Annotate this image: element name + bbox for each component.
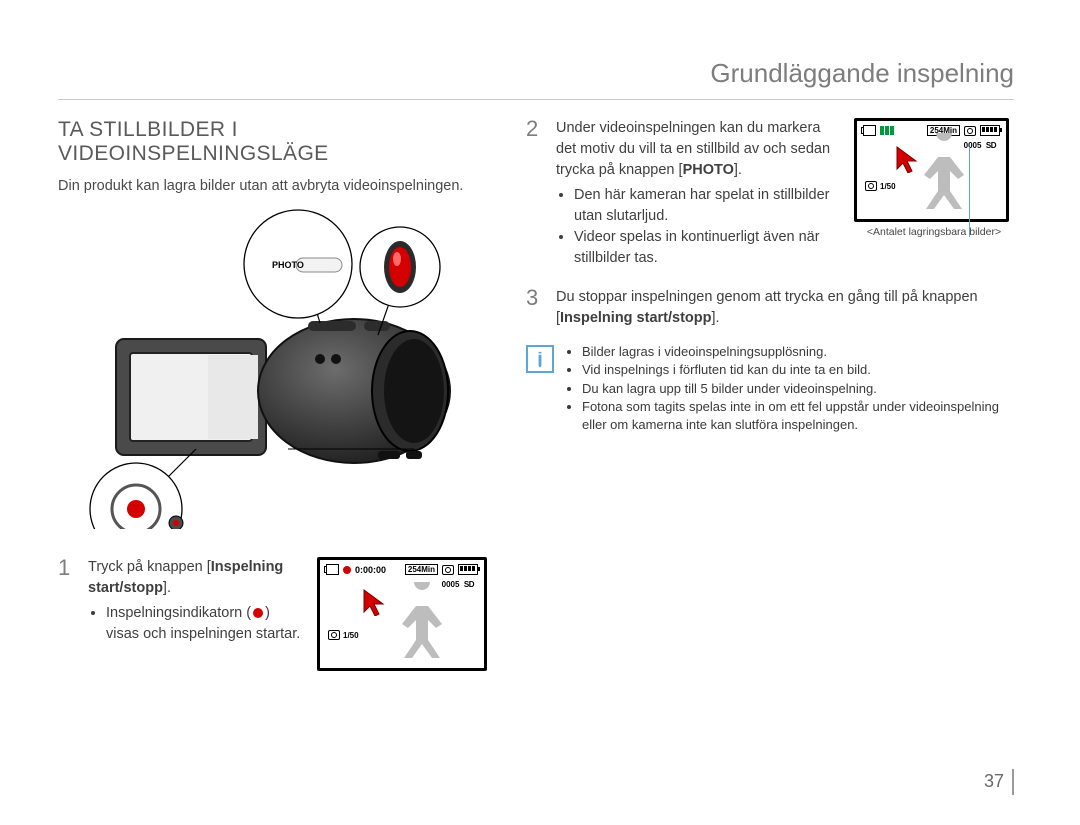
photo-callout: PHOTO bbox=[244, 210, 352, 323]
camera-illustration: PHOTO bbox=[58, 209, 498, 529]
lcd-preview-2: 254Min 0005 SD 1/50 bbox=[854, 118, 1014, 238]
cursor-icon bbox=[362, 588, 386, 616]
header-title: Grundläggande inspelning bbox=[710, 58, 1014, 88]
section-intro: Din produkt kan lagra bilder utan att av… bbox=[58, 176, 498, 197]
step1-text-a: Tryck på knappen [ bbox=[88, 559, 211, 575]
page-number: 37 bbox=[984, 771, 1004, 791]
step-number: 1 bbox=[58, 557, 78, 645]
lcd-ratio: 1/50 bbox=[880, 182, 896, 191]
record-dot-icon bbox=[253, 608, 263, 618]
page-number-region: 37 bbox=[984, 769, 1014, 795]
right-column: 2 Under videoinspelningen kan du markera… bbox=[526, 118, 1014, 671]
step2-bullet1: Den här kameran har spelat in stillbilde… bbox=[574, 185, 838, 227]
note-icon bbox=[526, 345, 554, 373]
header-rule bbox=[58, 99, 1014, 100]
sd-icon: SD bbox=[986, 141, 996, 150]
camcorder-icon bbox=[116, 319, 450, 463]
step-number: 2 bbox=[526, 118, 546, 269]
rec-dot-icon bbox=[343, 566, 351, 574]
callout-line bbox=[969, 147, 971, 237]
photo-label: PHOTO bbox=[272, 260, 304, 270]
lcd-preview-1: 0:00:00 254Min 0005 SD 1/50 bbox=[317, 557, 487, 671]
step-number: 3 bbox=[526, 287, 546, 329]
battery-icon bbox=[458, 564, 478, 575]
play-bars-icon bbox=[880, 126, 894, 135]
step-2: 2 Under videoinspelningen kan du markera… bbox=[526, 118, 838, 269]
video-mode-icon bbox=[326, 564, 339, 575]
step1-bullet: Inspelningsindikatorn () visas och inspe… bbox=[106, 603, 303, 645]
photo-count-icon bbox=[865, 181, 877, 191]
left-column: TA STILLBILDER I VIDEOINSPELNINGSLÄGE Di… bbox=[58, 118, 498, 671]
video-mode-icon bbox=[863, 125, 876, 136]
section-title: TA STILLBILDER I VIDEOINSPELNINGSLÄGE bbox=[58, 118, 498, 166]
note-1: Bilder lagras i videoinspelningsupplösni… bbox=[582, 343, 1014, 361]
step-3: 3 Du stoppar inspelningen genom att tryc… bbox=[526, 287, 1014, 329]
step2-bullet2: Videor spelas in kontinuerligt även när … bbox=[574, 227, 838, 269]
lcd-time-left: 254Min bbox=[405, 564, 438, 575]
cursor-icon bbox=[895, 145, 919, 173]
lcd-ratio: 1/50 bbox=[343, 631, 359, 640]
step-1: 1 Tryck på knappen [Inspelning start/sto… bbox=[58, 557, 303, 645]
lcd-timer: 0:00:00 bbox=[355, 565, 386, 575]
sd-icon: SD bbox=[464, 580, 474, 589]
note-block: Bilder lagras i videoinspelningsupplösni… bbox=[526, 343, 1014, 434]
subject-silhouette-icon bbox=[382, 582, 462, 662]
screen-record-callout bbox=[90, 449, 196, 529]
step1-text-b: ]. bbox=[163, 580, 171, 596]
camera-small-icon bbox=[442, 565, 454, 575]
record-callout bbox=[360, 227, 440, 335]
page-header: Grundläggande inspelning bbox=[58, 58, 1014, 95]
lcd-caption: <Antalet lagringsbara bilder> bbox=[854, 226, 1014, 238]
photo-count-icon bbox=[328, 630, 340, 640]
note-2: Vid inspelnings i förfluten tid kan du i… bbox=[582, 361, 1014, 379]
note-3: Du kan lagra upp till 5 bilder under vid… bbox=[582, 380, 1014, 398]
note-4: Fotona som tagits spelas inte in om ett … bbox=[582, 398, 1014, 434]
